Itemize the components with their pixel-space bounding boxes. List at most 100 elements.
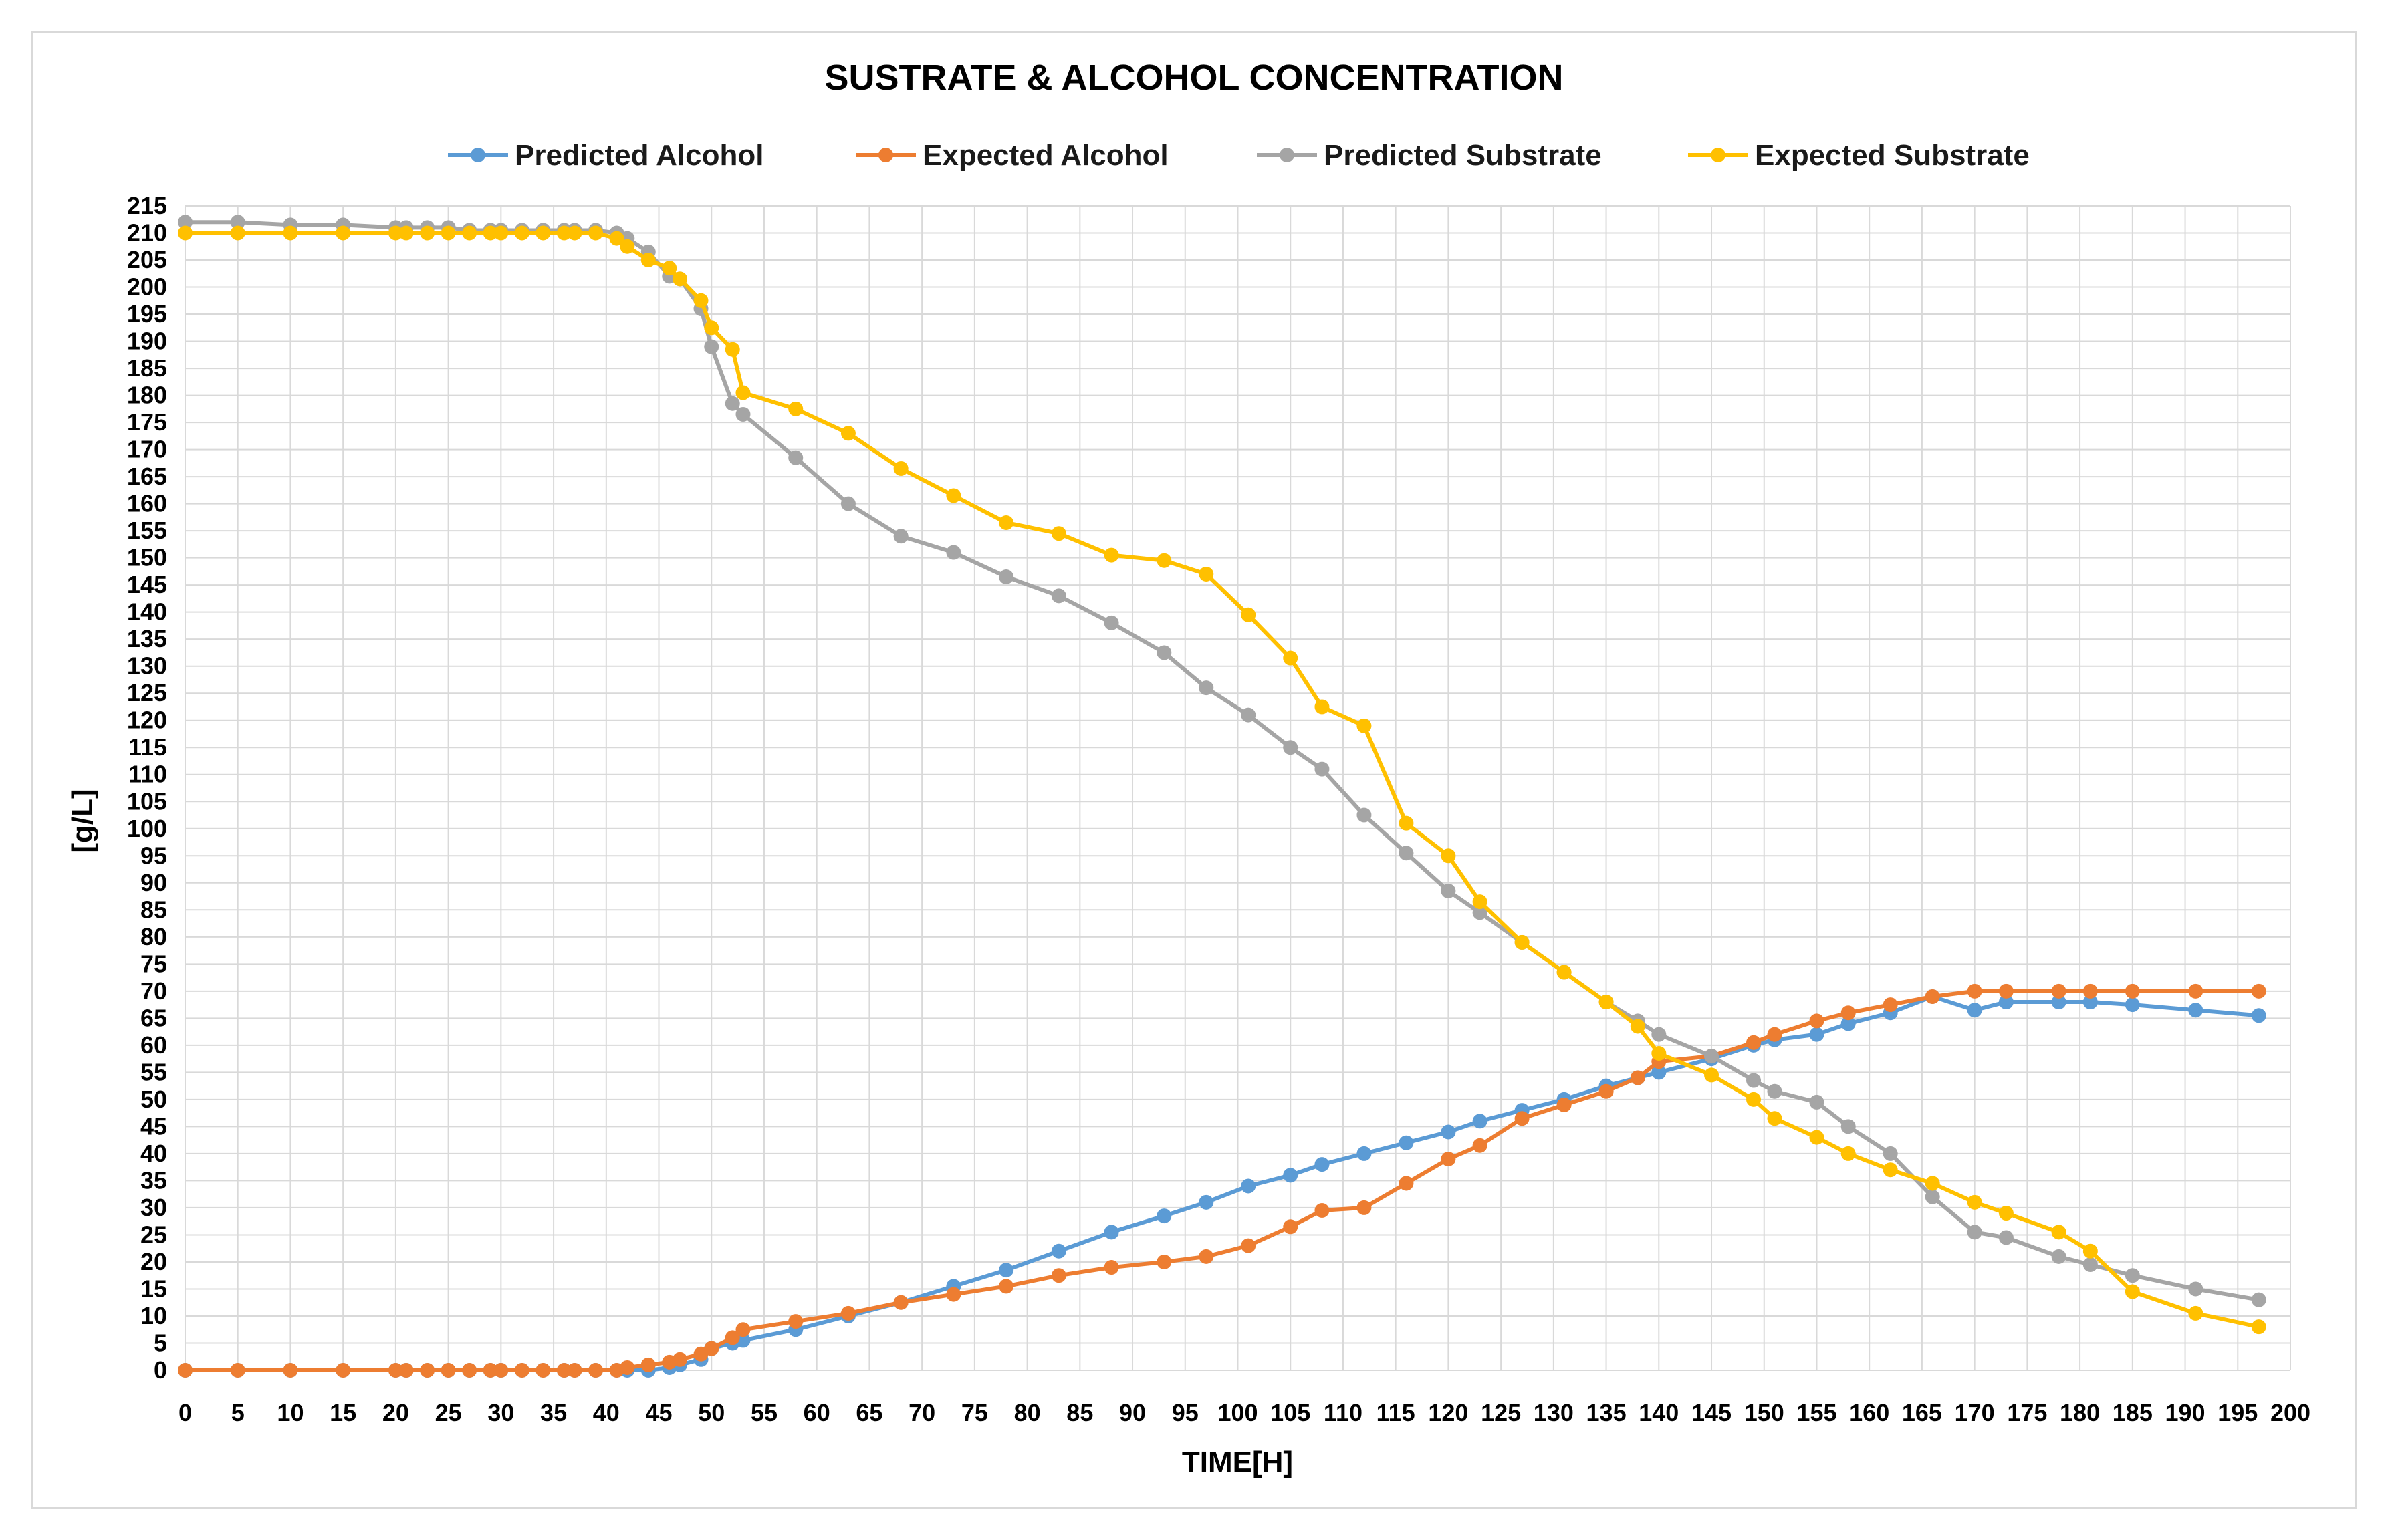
series-area: [178, 215, 2266, 1378]
data-point-expected-substrate: [1441, 848, 1456, 864]
data-point-predicted-alcohol: [1283, 1168, 1298, 1183]
data-point-predicted-alcohol: [1104, 1225, 1119, 1240]
legend-label: Predicted Alcohol: [515, 139, 763, 172]
data-point-expected-substrate: [662, 261, 677, 276]
data-point-expected-substrate: [1651, 1046, 1667, 1061]
data-point-expected-alcohol: [178, 1363, 193, 1378]
data-point-predicted-alcohol: [2251, 1008, 2266, 1023]
data-point-predicted-substrate: [230, 215, 245, 230]
legend-swatch-marker: [1711, 148, 1725, 162]
data-point-predicted-substrate: [2051, 1249, 2066, 1264]
y-tick-label: 70: [140, 977, 167, 1005]
data-point-expected-alcohol: [1514, 1111, 1530, 1126]
data-point-expected-substrate: [840, 426, 856, 441]
data-point-predicted-alcohol: [1051, 1243, 1066, 1259]
data-point-expected-substrate: [609, 231, 624, 246]
data-point-predicted-substrate: [1967, 1225, 1982, 1240]
data-point-expected-substrate: [1472, 894, 1487, 910]
data-point-expected-substrate: [178, 225, 193, 241]
data-point-predicted-substrate: [1051, 588, 1066, 604]
y-tick-label: 50: [140, 1085, 167, 1113]
data-point-expected-substrate: [999, 515, 1014, 530]
data-point-expected-alcohol: [535, 1363, 551, 1378]
y-tick-label: 100: [127, 815, 167, 842]
data-point-predicted-substrate: [735, 406, 751, 422]
data-point-expected-substrate: [230, 225, 245, 241]
data-point-predicted-alcohol: [2125, 997, 2140, 1013]
data-point-predicted-alcohol: [1157, 1208, 1172, 1224]
y-tick-label: 110: [128, 761, 167, 788]
data-point-expected-alcohol: [725, 1330, 740, 1345]
y-axis-label: [g/L]: [66, 789, 99, 852]
y-tick-label: 40: [140, 1140, 167, 1167]
data-point-expected-alcohol: [1840, 1005, 1856, 1021]
data-point-expected-alcohol: [441, 1363, 456, 1378]
data-point-expected-substrate: [1704, 1067, 1719, 1083]
data-point-expected-substrate: [1199, 566, 1214, 582]
x-tick-label: 85: [1066, 1399, 1093, 1426]
y-tick-label: 175: [127, 408, 167, 436]
data-point-predicted-alcohol: [2188, 1003, 2203, 1018]
y-tick-label: 10: [140, 1302, 167, 1329]
data-point-predicted-substrate: [1809, 1094, 1824, 1110]
data-point-expected-substrate: [462, 225, 477, 241]
data-point-expected-alcohol: [704, 1341, 719, 1356]
data-point-expected-alcohol: [1283, 1219, 1298, 1235]
data-point-predicted-alcohol: [1472, 1114, 1487, 1129]
x-axis-label: TIME[H]: [1182, 1446, 1293, 1479]
x-tick-label: 160: [1849, 1399, 1889, 1426]
data-point-expected-alcohol: [588, 1363, 604, 1378]
data-point-expected-substrate: [704, 320, 719, 336]
data-point-expected-substrate: [1157, 553, 1172, 568]
data-point-expected-alcohol: [1556, 1097, 1572, 1112]
data-point-expected-alcohol: [514, 1363, 529, 1378]
data-point-expected-alcohol: [1314, 1202, 1330, 1218]
x-tick-label: 95: [1172, 1399, 1199, 1426]
y-tick-label: 5: [154, 1329, 167, 1356]
y-tick-label: 150: [127, 544, 167, 571]
x-tick-label: 195: [2218, 1399, 2258, 1426]
y-tick-label: 95: [140, 842, 167, 869]
data-point-predicted-alcohol: [1241, 1178, 1256, 1194]
data-point-expected-substrate: [1104, 547, 1119, 563]
data-point-expected-substrate: [946, 488, 961, 503]
y-tick-label: 0: [154, 1356, 167, 1384]
y-tick-label: 210: [127, 219, 167, 247]
data-point-expected-substrate: [2125, 1284, 2140, 1299]
x-tick-label: 100: [1217, 1399, 1258, 1426]
y-tick-label: 140: [127, 598, 167, 626]
data-point-expected-substrate: [1883, 1162, 1898, 1178]
data-point-expected-alcohol: [1998, 983, 2014, 999]
data-point-expected-substrate: [1399, 815, 1414, 831]
y-tick-label: 135: [127, 625, 167, 652]
x-tick-label: 135: [1586, 1399, 1627, 1426]
data-point-expected-substrate: [493, 225, 509, 241]
legend-label: Expected Alcohol: [923, 139, 1169, 172]
data-point-predicted-alcohol: [1998, 995, 2014, 1010]
data-point-predicted-substrate: [1104, 615, 1119, 630]
data-point-predicted-substrate: [1840, 1119, 1856, 1134]
x-tick-label: 15: [330, 1399, 356, 1426]
data-point-expected-alcohol: [2082, 983, 2098, 999]
y-tick-label: 20: [140, 1248, 167, 1275]
data-point-expected-alcohol: [840, 1305, 856, 1321]
data-point-predicted-substrate: [893, 529, 909, 544]
data-point-predicted-alcohol: [1399, 1135, 1414, 1150]
x-tick-label: 40: [593, 1399, 620, 1426]
data-point-predicted-substrate: [946, 545, 961, 560]
data-point-expected-alcohol: [420, 1363, 435, 1378]
data-point-predicted-substrate: [178, 215, 193, 230]
x-axis-ticks: 0 5 10 15 20 25 30 35 40 45 50 55 60 65 70 75 80 85 90 95 10…: [178, 1399, 2310, 1426]
data-point-expected-substrate: [398, 225, 414, 241]
data-point-predicted-substrate: [840, 496, 856, 511]
data-point-expected-alcohol: [1051, 1268, 1066, 1283]
y-tick-label: 165: [127, 463, 167, 490]
series-predicted-alcohol: [178, 989, 2266, 1378]
data-point-expected-alcohol: [1472, 1138, 1487, 1153]
y-tick-label: 55: [140, 1058, 167, 1085]
legend-swatch-marker: [1280, 148, 1294, 162]
data-point-expected-substrate: [788, 401, 804, 416]
data-point-expected-substrate: [893, 461, 909, 476]
data-point-expected-substrate: [514, 225, 529, 241]
x-tick-label: 120: [1428, 1399, 1468, 1426]
